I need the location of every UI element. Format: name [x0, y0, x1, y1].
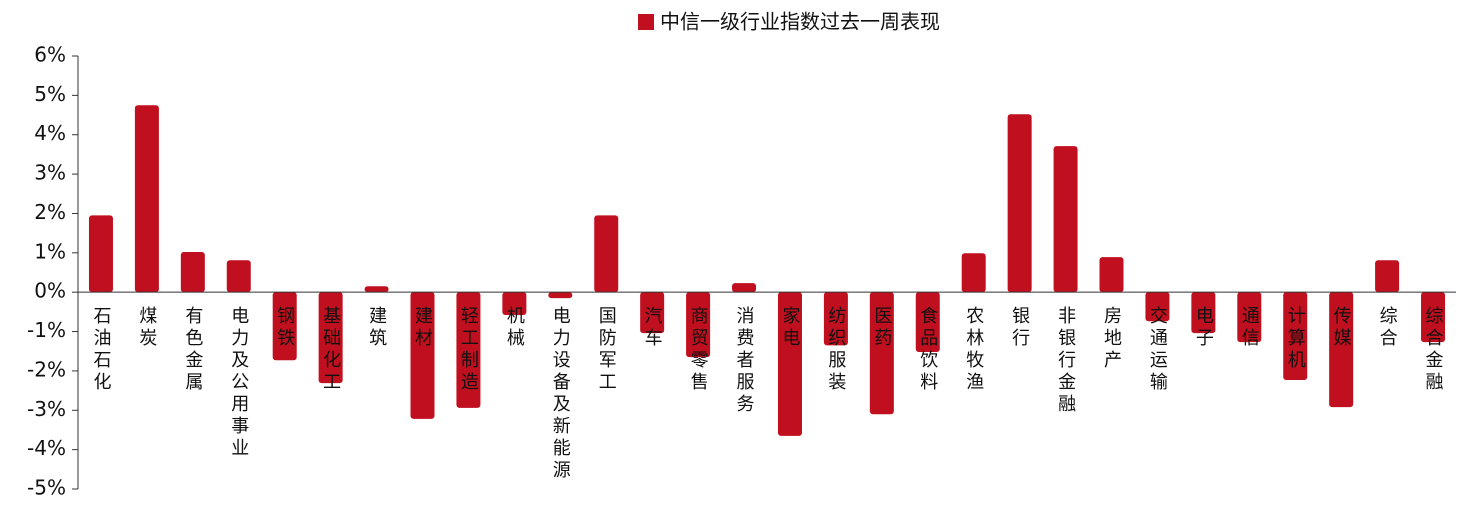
- bar: [1329, 292, 1354, 408]
- y-tick-label: -4%: [27, 436, 66, 460]
- y-tick-label: 6%: [34, 43, 66, 67]
- bar: [823, 292, 848, 346]
- x-tick-label: 有色金属: [182, 306, 203, 394]
- y-tick-label: -3%: [27, 397, 66, 421]
- x-tick-label: 交通运输: [1147, 306, 1168, 394]
- bar: [364, 286, 389, 293]
- bar: [272, 292, 297, 361]
- bar: [915, 292, 940, 353]
- x-tick-label: 农林牧渔: [963, 306, 984, 394]
- x-tick-label: 电力设备及新能源: [550, 306, 571, 482]
- bar: [410, 292, 435, 419]
- x-tick-label: 轻工制造: [458, 306, 479, 394]
- bar: [1283, 292, 1308, 380]
- bar: [777, 292, 802, 436]
- y-tick-label: -2%: [27, 357, 66, 381]
- legend-label: 中信一级行业指数过去一周表现: [660, 10, 940, 34]
- x-tick-label: 汽车: [642, 306, 663, 350]
- x-tick-label: 银行: [1009, 306, 1030, 350]
- x-tick-label: 食品饮料: [917, 306, 938, 394]
- x-tick-label: 家电: [779, 306, 800, 350]
- x-tick-label: 商贸零售: [688, 306, 709, 394]
- x-tick-label: 房地产: [1101, 306, 1122, 372]
- bar: [1421, 292, 1446, 343]
- y-tick-label: 5%: [34, 82, 66, 106]
- bar: [686, 292, 711, 358]
- y-tick-label: 2%: [34, 200, 66, 224]
- x-tick-label: 机械: [504, 306, 525, 350]
- bar: [1053, 146, 1078, 293]
- bar: [640, 292, 665, 334]
- x-tick-label: 基础化工: [320, 306, 341, 394]
- x-tick-label: 综合: [1377, 306, 1398, 350]
- bar: [961, 253, 986, 293]
- x-tick-label: 纺织服装: [825, 306, 846, 394]
- legend-swatch: [638, 14, 654, 30]
- x-tick-label: 国防军工: [596, 306, 617, 394]
- x-tick-label: 计算机: [1285, 306, 1306, 372]
- x-tick-label: 煤炭: [136, 306, 157, 350]
- y-tick-label: 3%: [34, 161, 66, 185]
- x-tick-label: 消费者服务: [734, 306, 755, 416]
- y-tick-label: 0%: [34, 279, 66, 303]
- x-tick-label: 医药: [871, 306, 892, 350]
- bar: [226, 260, 251, 293]
- bar: [548, 292, 573, 299]
- bar: [318, 292, 343, 384]
- x-tick-label: 建材: [412, 306, 433, 350]
- x-tick-label: 非银行金融: [1055, 306, 1076, 416]
- bar: [1237, 292, 1262, 343]
- y-tick-label: 4%: [34, 121, 66, 145]
- y-tick-label: 1%: [34, 239, 66, 263]
- bar: [594, 215, 619, 293]
- bar: [88, 215, 113, 293]
- bar: [180, 252, 205, 293]
- x-tick-label: 综合金融: [1423, 306, 1444, 394]
- x-tick-label: 石油石化: [90, 306, 111, 394]
- bar: [134, 105, 159, 293]
- x-tick-label: 电子: [1193, 306, 1214, 350]
- bar: [1191, 292, 1216, 334]
- y-tick-label: -5%: [27, 476, 66, 500]
- bar: [1145, 292, 1170, 322]
- y-tick-label: -1%: [27, 318, 66, 342]
- bar: [502, 292, 527, 316]
- bar: [456, 292, 481, 408]
- bar: [1007, 114, 1032, 293]
- bar: [1375, 260, 1400, 293]
- bar: [732, 283, 757, 293]
- x-tick-label: 电力及公用事业: [228, 306, 249, 460]
- bar: [1099, 257, 1124, 293]
- x-tick-label: 通信: [1239, 306, 1260, 350]
- bar: [869, 292, 894, 415]
- x-tick-label: 传媒: [1331, 306, 1352, 350]
- x-tick-label: 建筑: [366, 306, 387, 350]
- x-tick-label: 钢铁: [274, 306, 295, 350]
